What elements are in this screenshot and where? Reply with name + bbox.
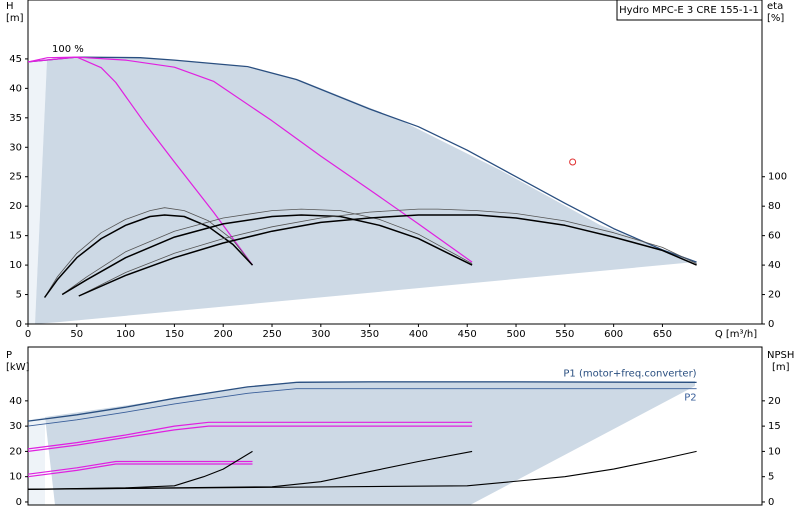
y2-tick-label: 40 — [768, 260, 781, 271]
y-axis-label: P — [6, 350, 12, 361]
x-axis-label: Q [m³/h] — [715, 329, 757, 340]
x-tick-label: 350 — [360, 329, 379, 340]
curve — [27, 56, 697, 263]
y2-tick-label: 20 — [768, 290, 781, 301]
y-tick-label: 0 — [16, 319, 22, 330]
x-tick-label: 400 — [409, 329, 428, 340]
curve — [78, 208, 697, 297]
y2-tick-label: 20 — [768, 396, 781, 407]
y-tick-label: 10 — [9, 260, 22, 271]
y2-axis-label: [m] — [772, 362, 790, 373]
power-shade-light — [28, 417, 45, 505]
y2-tick-label: 100 — [768, 172, 787, 183]
y-tick-label: 20 — [9, 446, 22, 457]
y2-tick-label: 0 — [768, 319, 774, 330]
duty-point — [569, 158, 577, 166]
y2-tick-label: 80 — [768, 201, 781, 212]
curve — [27, 460, 253, 475]
x-tick-label: 150 — [165, 329, 184, 340]
y-tick-label: 40 — [9, 83, 22, 94]
x-tick-label: 0 — [25, 329, 31, 340]
curve — [27, 381, 697, 422]
x-tick-label: 200 — [214, 329, 233, 340]
curve — [61, 214, 473, 296]
x-tick-label: 650 — [653, 329, 672, 340]
range-shade-light — [28, 60, 47, 324]
curve — [61, 208, 473, 295]
y-tick-label: 45 — [9, 54, 22, 65]
y-axis-label: H — [6, 1, 14, 12]
y-axis-label: [kW] — [6, 362, 30, 373]
y2-axis-label: eta — [767, 1, 783, 12]
x-tick-label: 50 — [70, 329, 83, 340]
chart-title: Hydro MPC-E 3 CRE 155-1-1 — [619, 5, 759, 16]
curve — [44, 207, 253, 298]
range-shade — [35, 57, 695, 324]
x-tick-label: 250 — [262, 329, 281, 340]
x-tick-label: 300 — [311, 329, 330, 340]
series-label: P2 — [684, 393, 696, 404]
y-tick-label: 10 — [9, 472, 22, 483]
y2-axis-label: NPSH — [767, 350, 794, 361]
y-tick-label: 20 — [9, 201, 22, 212]
y2-tick-label: 5 — [768, 472, 774, 483]
plot-frame — [27, 0, 763, 325]
curve — [27, 463, 253, 478]
curve — [27, 421, 473, 450]
y-tick-label: 30 — [9, 421, 22, 432]
curve — [27, 450, 697, 490]
y2-axis-label: [%] — [767, 13, 784, 24]
annotation: 100 % — [52, 44, 84, 55]
y-tick-label: 25 — [9, 172, 22, 183]
x-tick-label: 450 — [458, 329, 477, 340]
curve — [27, 56, 473, 263]
curve — [78, 214, 697, 297]
y2-tick-label: 10 — [768, 446, 781, 457]
y-tick-label: 40 — [9, 396, 22, 407]
curve — [43, 214, 254, 298]
y2-tick-label: 0 — [768, 497, 774, 508]
x-tick-label: 550 — [555, 329, 574, 340]
power-shade — [45, 381, 695, 505]
series-label: P1 (motor+freq.converter) — [563, 368, 696, 379]
x-tick-label: 100 — [116, 329, 135, 340]
y2-tick-label: 15 — [768, 421, 781, 432]
y-tick-label: 30 — [9, 142, 22, 153]
curve — [27, 425, 473, 452]
y2-tick-label: 60 — [768, 231, 781, 242]
curve — [27, 388, 697, 427]
curve — [27, 56, 253, 266]
y-tick-label: 35 — [9, 113, 22, 124]
x-tick-label: 500 — [506, 329, 525, 340]
x-tick-label: 600 — [604, 329, 623, 340]
y-axis-label: [m] — [6, 13, 24, 24]
legend-box — [616, 0, 763, 21]
y-tick-label: 5 — [16, 290, 22, 301]
y-tick-label: 15 — [9, 231, 22, 242]
y-tick-label: 0 — [16, 497, 22, 508]
